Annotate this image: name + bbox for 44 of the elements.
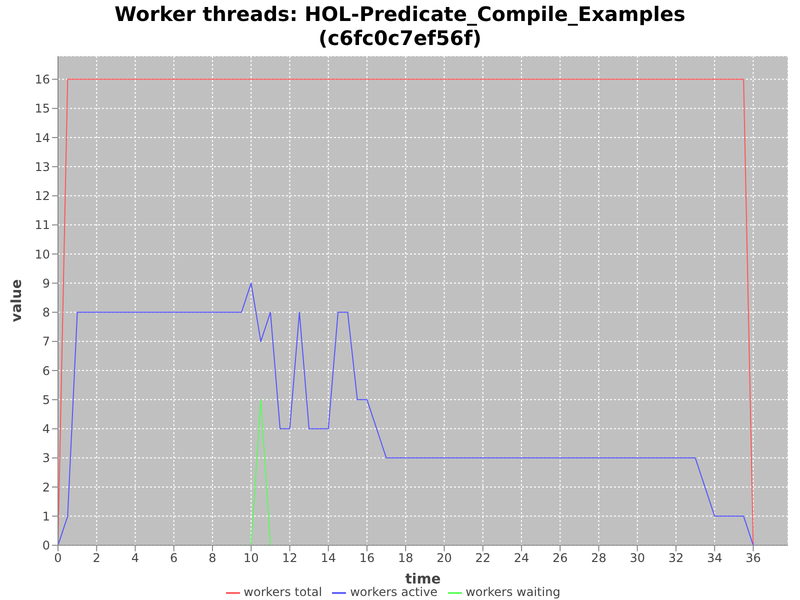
x-tick-label: 2 <box>92 550 100 565</box>
y-tick-label: 11 <box>34 218 50 232</box>
y-tick-label: 10 <box>34 247 50 262</box>
x-tick-label: 12 <box>282 550 298 565</box>
x-tick-label: 32 <box>668 550 684 565</box>
x-tick-label: 0 <box>54 550 62 565</box>
line-series <box>58 282 754 546</box>
y-tick-label: 7 <box>42 334 50 349</box>
x-tick-label: 18 <box>398 550 414 565</box>
y-tick-label: 15 <box>34 102 50 116</box>
x-tick-label: 26 <box>552 550 568 565</box>
legend-label: workers active <box>350 585 438 600</box>
y-tick-label: 4 <box>42 422 50 436</box>
x-tick-label: 22 <box>475 550 491 565</box>
y-tick-label: 0 <box>42 538 50 553</box>
y-tick-label: 13 <box>34 160 50 174</box>
x-tick-label: 4 <box>131 550 140 565</box>
y-tick-label: 12 <box>34 189 50 204</box>
x-tick-label: 16 <box>359 550 375 565</box>
x-tick-label: 28 <box>591 550 606 565</box>
x-tick-label: 10 <box>243 550 259 565</box>
x-axis-title: time <box>405 571 441 588</box>
y-tick-label: 5 <box>42 392 50 407</box>
y-tick-label: 2 <box>42 480 50 494</box>
y-tick-label: 6 <box>42 364 50 378</box>
x-tick-label: 6 <box>170 550 178 565</box>
x-tick-label: 24 <box>514 550 530 565</box>
y-tick-label: 3 <box>42 451 50 466</box>
chart-subtitle: (c6fc0c7ef56f) <box>317 26 483 50</box>
y-tick-label: 1 <box>42 509 50 524</box>
x-tick-label: 30 <box>630 550 646 565</box>
y-tick-label: 14 <box>34 130 50 145</box>
chart-title: Worker threads: HOL-Predicate_Compile_Examples <box>114 2 686 26</box>
y-axis-title: value <box>8 279 25 322</box>
y-tick-label: 9 <box>42 276 50 290</box>
x-tick-label: 34 <box>706 550 722 565</box>
legend-label: workers waiting <box>466 585 560 600</box>
legend-label: workers total <box>244 585 322 600</box>
x-tick-label: 14 <box>320 550 336 565</box>
y-tick-label: 16 <box>34 72 50 87</box>
x-tick-label: 36 <box>746 550 761 565</box>
y-tick-label: 8 <box>42 306 50 320</box>
x-tick-label: 20 <box>436 550 452 565</box>
x-tick-label: 8 <box>208 550 216 565</box>
